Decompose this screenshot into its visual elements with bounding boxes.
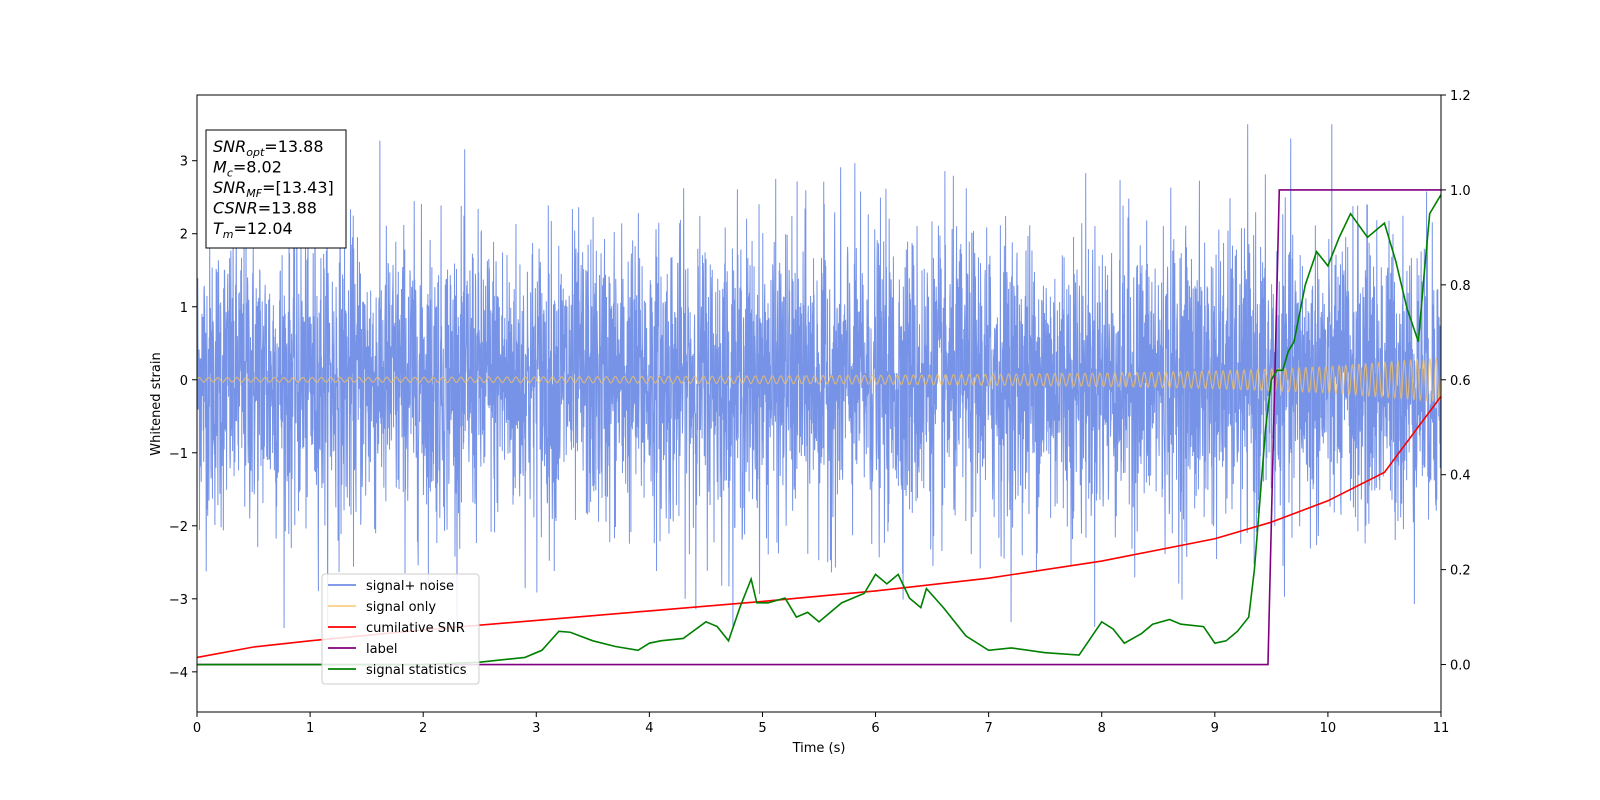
y-right-tick-label: 0.6: [1450, 374, 1471, 389]
y-right-tick-label: 0.0: [1450, 659, 1471, 674]
x-tick-label: 4: [645, 721, 653, 736]
y-left-tick-label: 1: [180, 301, 188, 316]
y-right-tick-label: 0.2: [1450, 564, 1471, 579]
legend-entry: signal only: [366, 600, 436, 615]
y-right-tick-label: 1.2: [1450, 89, 1471, 104]
legend-entry: label: [366, 642, 397, 657]
legend-entry: signal+ noise: [366, 579, 454, 594]
series-signal-only: [197, 357, 1441, 403]
info-value: =12.04: [234, 219, 293, 238]
x-tick-label: 3: [532, 721, 540, 736]
series-signal-noise: [197, 124, 1441, 629]
info-line: Tm=12.04: [213, 219, 293, 241]
info-value: =13.88: [258, 199, 317, 218]
x-tick-label: 0: [193, 721, 201, 736]
info-line: SNRopt=13.88: [213, 137, 324, 159]
info-symbol: T: [213, 219, 224, 238]
info-symbol: SNR: [213, 178, 246, 197]
axes-frame: [196, 94, 1442, 713]
info-value: =8.02: [233, 158, 282, 177]
annotation-box: SNRopt=13.88Mc=8.02SNRMF=[13.43]CSNR=13.…: [205, 129, 347, 249]
x-axis-title: Time (s): [792, 741, 846, 756]
info-line: SNRMF=[13.43]: [213, 178, 334, 200]
series-signal-statistics: [197, 194, 1441, 666]
info-line: CSNR=13.88: [213, 199, 317, 218]
y-left-tick-label: 0: [180, 374, 188, 389]
y-left-tick-label: −2: [169, 520, 188, 535]
y-left-tick-label: 2: [180, 228, 188, 243]
y-axis-title: Whitened strain: [149, 352, 164, 455]
info-symbol: M: [213, 158, 227, 177]
info-value: =13.88: [264, 137, 323, 156]
x-tick-label: 11: [1433, 721, 1450, 736]
x-tick-label: 6: [871, 721, 879, 736]
info-subscript: c: [227, 167, 233, 180]
legend: signal+ noise signal only cumilative SNR la…: [321, 573, 480, 685]
legend-entry: signal statistics: [366, 663, 467, 678]
y-right-tick-label: 0.8: [1450, 279, 1471, 294]
info-line: Mc=8.02: [213, 158, 282, 180]
series-label: [197, 189, 1441, 666]
x-tick-label: 10: [1320, 721, 1337, 736]
x-tick-label: 2: [419, 721, 427, 736]
legend-frame: [321, 573, 480, 685]
x-tick-label: 9: [1211, 721, 1219, 736]
y-left-tick-label: −4: [169, 666, 188, 681]
info-subscript: m: [223, 228, 234, 241]
x-tick-label: 5: [758, 721, 766, 736]
y-left-tick-label: −3: [169, 593, 188, 608]
info-symbol: CSNR: [213, 199, 258, 218]
info-symbol: SNR: [213, 137, 246, 156]
x-axis: 0 1 2 3 4 5 6 7 8 9 10 11: [193, 712, 1449, 736]
y-left-tick-label: −1: [169, 447, 188, 462]
y-left-tick-label: 3: [180, 155, 188, 170]
x-tick-label: 7: [984, 721, 992, 736]
info-subscript: opt: [246, 146, 265, 159]
x-tick-label: 8: [1098, 721, 1106, 736]
y-axis-right: 1.2 1.0 0.8 0.6 0.4 0.2 0.0: [1441, 89, 1471, 674]
info-value: =[13.43]: [262, 178, 334, 197]
info-subscript: MF: [246, 187, 262, 200]
y-axis-left: 3 2 1 0 −1 −2 −3 −4: [169, 155, 197, 681]
y-right-tick-label: 1.0: [1450, 184, 1471, 199]
y-right-tick-label: 0.4: [1450, 469, 1471, 484]
legend-entry: cumilative SNR: [366, 621, 465, 636]
info-box-frame: [205, 129, 347, 249]
x-tick-label: 1: [306, 721, 314, 736]
